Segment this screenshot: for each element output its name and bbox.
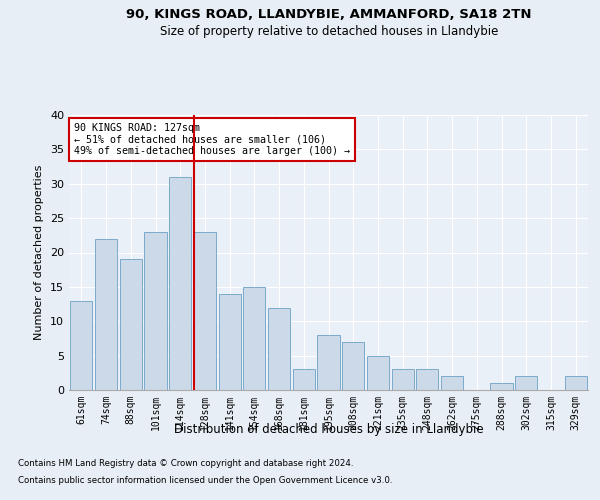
Text: 90, KINGS ROAD, LLANDYBIE, AMMANFORD, SA18 2TN: 90, KINGS ROAD, LLANDYBIE, AMMANFORD, SA… [126, 8, 532, 20]
Bar [194, 232, 216, 390]
Text: Contains HM Land Registry data © Crown copyright and database right 2024.: Contains HM Land Registry data © Crown c… [18, 458, 353, 468]
Bar [95, 239, 117, 390]
Bar [441, 376, 463, 390]
Bar [145, 232, 167, 390]
Bar [169, 177, 191, 390]
Bar [293, 370, 315, 390]
Bar [342, 342, 364, 390]
Bar [218, 294, 241, 390]
Bar [416, 370, 439, 390]
Bar [565, 376, 587, 390]
Bar [243, 287, 265, 390]
Text: Contains public sector information licensed under the Open Government Licence v3: Contains public sector information licen… [18, 476, 392, 485]
Text: Size of property relative to detached houses in Llandybie: Size of property relative to detached ho… [160, 25, 498, 38]
Bar [490, 383, 512, 390]
Bar [515, 376, 538, 390]
Bar [392, 370, 414, 390]
Bar [70, 300, 92, 390]
Bar [268, 308, 290, 390]
Bar [119, 260, 142, 390]
Text: Distribution of detached houses by size in Llandybie: Distribution of detached houses by size … [174, 422, 484, 436]
Text: 90 KINGS ROAD: 127sqm
← 51% of detached houses are smaller (106)
49% of semi-det: 90 KINGS ROAD: 127sqm ← 51% of detached … [74, 123, 350, 156]
Bar [367, 356, 389, 390]
Bar [317, 335, 340, 390]
Y-axis label: Number of detached properties: Number of detached properties [34, 165, 44, 340]
